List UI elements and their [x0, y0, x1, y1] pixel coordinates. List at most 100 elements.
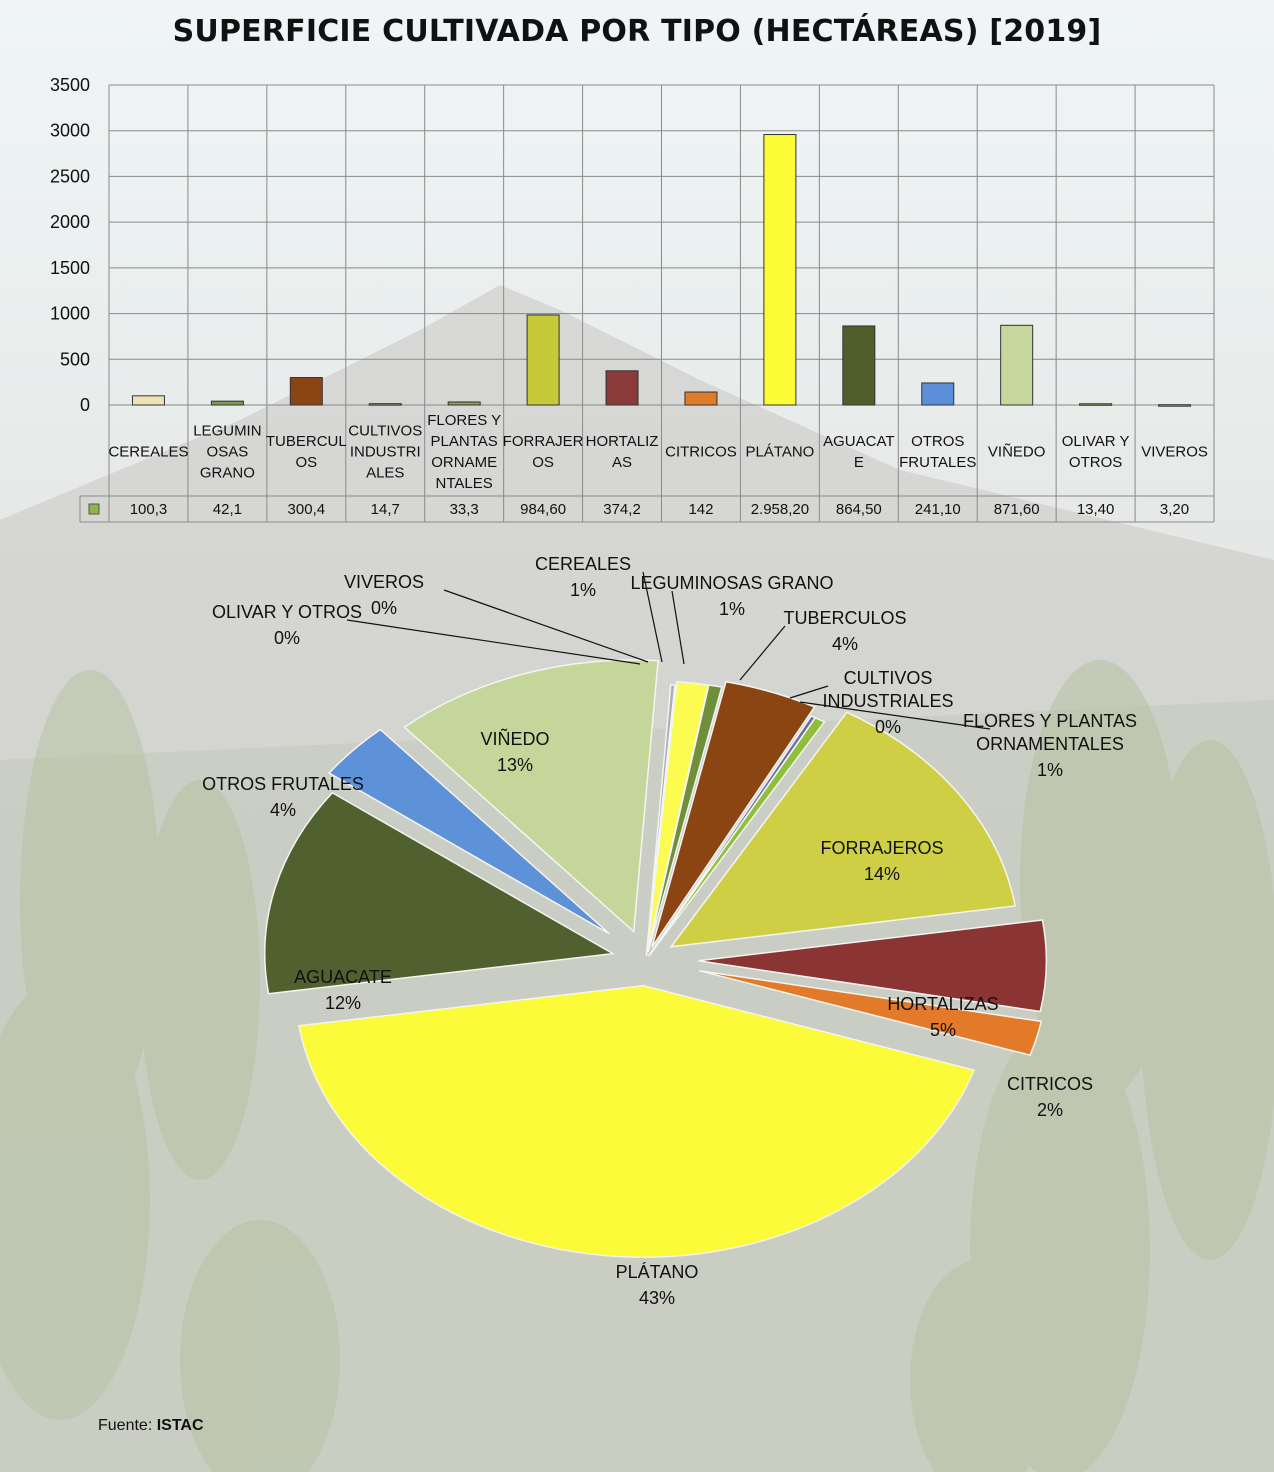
pie-label: AGUACATE [294, 967, 392, 987]
pie-labels: CEREALES 1% LEGUMINOSAS GRANO 1% TUBERCULOS 4… [202, 554, 1137, 1308]
pie-slice-5 [669, 711, 1017, 948]
pie-label: CULTIVOS INDUSTRIALES [822, 668, 953, 711]
bar-chart: 0 500 1000 1500 2000 2500 3000 3500 CEREALES 100… [50, 75, 1215, 523]
data-table-value: 33,3 [450, 501, 479, 518]
leader-line [642, 571, 663, 663]
data-table-value: 241,10 [915, 501, 961, 518]
data-table-value: 984,60 [520, 501, 566, 518]
y-tick-label: 0 [80, 395, 90, 415]
bar-13 [1158, 404, 1192, 407]
bar-6 [605, 370, 639, 406]
bar-7 [684, 391, 718, 406]
x-tick-label: VIÑEDO [988, 444, 1046, 461]
data-table-value: 13,40 [1077, 501, 1115, 518]
pie-percent-label: 0% [371, 598, 397, 618]
pie-percent-label: 14% [864, 864, 900, 884]
x-tick-label: CITRICOS [665, 444, 737, 461]
data-table-value: 300,4 [288, 501, 326, 518]
y-tick-label: 2000 [50, 212, 90, 232]
pie-percent-label: 12% [325, 993, 361, 1013]
pie-slice-9 [264, 791, 616, 995]
pie-label: OTROS FRUTALES [202, 774, 364, 794]
bar-series [131, 134, 1192, 407]
x-tick-label: HORTALIZ AS [586, 433, 659, 471]
pie-label: CEREALES [535, 554, 631, 574]
pie-slice-7 [699, 969, 1043, 1057]
pie-leader-lines [346, 571, 991, 730]
pie-label: VIÑEDO [480, 728, 549, 749]
pie-percent-label: 0% [875, 717, 901, 737]
bar-9 [842, 325, 876, 406]
bar-10 [921, 382, 955, 406]
bar-1 [210, 400, 244, 406]
leader-line [799, 701, 991, 730]
x-tick-label: LEGUMIN OSAS GRANO [193, 423, 261, 482]
data-table-value: 3,20 [1160, 501, 1189, 518]
pie-slice-2 [651, 680, 816, 948]
x-tick-label: VIVEROS [1141, 444, 1208, 461]
x-tick-label: OLIVAR Y OTROS [1062, 433, 1130, 471]
leader-line [671, 590, 685, 665]
pie-percent-label: 5% [930, 1020, 956, 1040]
pie-label: OLIVAR Y OTROS [212, 602, 362, 622]
data-table-value: 142 [688, 501, 713, 518]
source-name: ISTAC [156, 1417, 204, 1434]
leader-line [443, 589, 649, 663]
data-table-value: 871,60 [994, 501, 1040, 518]
y-tick-label: 500 [60, 349, 90, 369]
data-table-value: 42,1 [213, 501, 242, 518]
x-tick-label: AGUACAT E [823, 433, 894, 471]
pie-label: PLÁTANO [616, 1262, 699, 1282]
y-tick-label: 3500 [50, 75, 90, 95]
bar-2 [289, 377, 323, 406]
data-table-value: 100,3 [130, 501, 168, 518]
pie-slice-13 [645, 684, 677, 956]
chart-title: SUPERFICIE CULTIVADA POR TIPO (HECTÁREAS… [172, 14, 1102, 49]
pie-percent-label: 43% [639, 1288, 675, 1308]
pie-chart: CEREALES 1% LEGUMINOSAS GRANO 1% TUBERCULOS 4… [202, 554, 1137, 1308]
pie-slice-6 [698, 919, 1048, 1013]
x-tick-label: PLÁTANO [745, 444, 814, 461]
pie-slice-8 [298, 984, 976, 1258]
data-table: CEREALES 100,3 LEGUMIN OSAS GRANO 42,1 TUBERCU… [88, 412, 1208, 518]
leader-line [346, 619, 641, 665]
y-tick-label: 3000 [50, 121, 90, 141]
pie-slice-10 [327, 728, 611, 935]
x-tick-label: FLORES Y PLANTAS ORNAME NTALES [427, 412, 501, 492]
source-label: Fuente: [98, 1417, 153, 1434]
x-tick-label: OTROS FRUTALES [899, 433, 976, 471]
bar-0 [131, 395, 165, 406]
pie-label: TUBERCULOS [783, 608, 906, 628]
legend-marker [88, 503, 100, 515]
data-table-value: 374,2 [603, 501, 641, 518]
pie-percent-label: 1% [1037, 760, 1063, 780]
pie-percent-label: 4% [832, 634, 858, 654]
leader-line [789, 685, 829, 699]
bar-3 [368, 403, 402, 406]
pie-slice-4 [648, 716, 826, 957]
pie-label: HORTALIZAS [887, 994, 998, 1014]
pie-label: FLORES Y PLANTAS ORNAMENTALES [963, 711, 1137, 754]
x-tick-label: CEREALES [108, 444, 188, 461]
bar-grid [79, 84, 1215, 523]
data-table-value: 2.958,20 [751, 501, 809, 518]
pie-percent-label: 13% [497, 755, 533, 775]
bar-4 [447, 401, 481, 406]
forest-silhouette [0, 660, 1274, 1472]
bar-12 [1079, 403, 1113, 406]
bar-5 [526, 314, 560, 406]
pie-percent-label: 0% [274, 628, 300, 648]
x-tick-label: CULTIVOS INDUSTRI ALES [348, 423, 422, 482]
pie-slice-1 [647, 684, 723, 953]
pie-label: LEGUMINOSAS GRANO [630, 573, 833, 593]
x-tick-label: FORRAJER OS [503, 433, 584, 471]
leader-line [739, 625, 786, 681]
pie-slice-11 [403, 659, 659, 934]
data-table-value: 864,50 [836, 501, 882, 518]
y-tick-label: 1500 [50, 258, 90, 278]
bar-8 [763, 134, 797, 406]
data-table-value: 14,7 [371, 501, 400, 518]
pie-label: FORRAJEROS [820, 838, 943, 858]
pie-label: VIVEROS [344, 572, 424, 592]
pie-label: CITRICOS [1007, 1074, 1093, 1094]
